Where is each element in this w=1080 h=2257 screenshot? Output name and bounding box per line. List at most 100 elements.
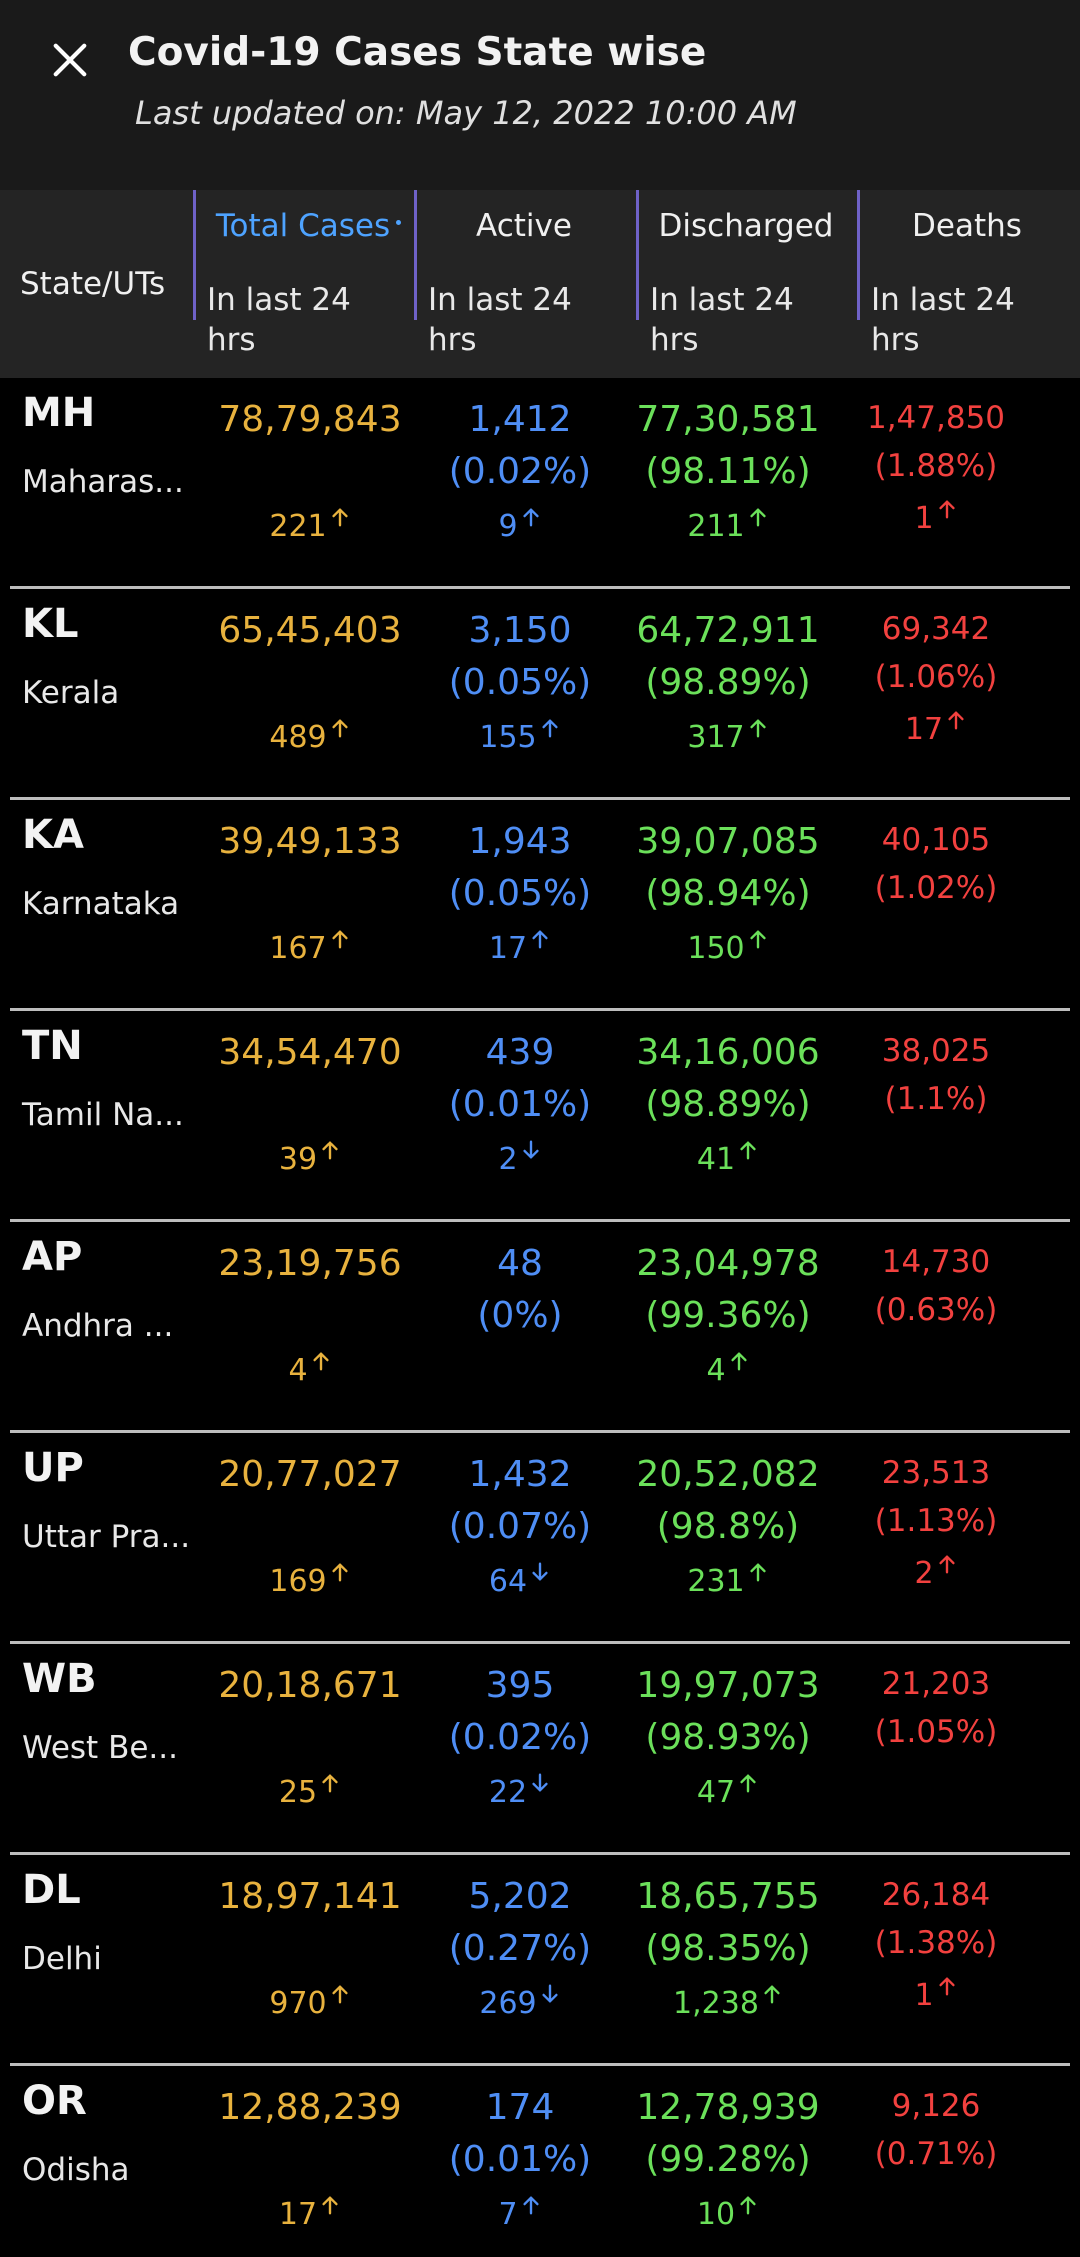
table-row[interactable]: TN Tamil Na... 34,54,470 39 439 (0.01%) …	[0, 1011, 1080, 1222]
deaths-cell: 1,47,850 (1.88%) 1	[826, 394, 1046, 536]
delta-value: 39	[278, 1142, 318, 1177]
column-sublabel: In last 24 hrs	[428, 282, 572, 358]
row-divider	[10, 586, 1070, 589]
close-button[interactable]	[38, 28, 102, 92]
column-header-discharged[interactable]: Discharged In last 24 hrs	[636, 190, 856, 358]
arrow-up-icon	[936, 1553, 958, 1575]
column-divider	[636, 190, 639, 320]
discharged-value: 20,52,082	[636, 1454, 820, 1495]
deaths-percent: (1.1%)	[884, 1081, 988, 1117]
column-label: Active	[476, 208, 572, 244]
total-cases-value: 18,97,141	[218, 1876, 402, 1917]
discharged-delta: 41	[618, 1139, 838, 1177]
discharged-delta: 211	[618, 506, 838, 544]
active-cell: 1,432 (0.07%) 64	[410, 1449, 630, 1599]
active-value: 395	[485, 1665, 555, 1706]
row-divider	[10, 2063, 1070, 2066]
discharged-delta: 1,238	[618, 1983, 838, 2021]
active-percent: (0.27%)	[448, 1928, 592, 1969]
app-bar: Covid-19 Cases State wise Last updated o…	[0, 0, 1080, 190]
column-header-active[interactable]: Active In last 24 hrs	[414, 190, 634, 358]
discharged-value: 39,07,085	[636, 821, 820, 862]
arrow-up-icon	[747, 1561, 769, 1583]
discharged-value: 19,97,073	[636, 1665, 820, 1706]
discharged-delta: 4	[618, 1350, 838, 1388]
discharged-delta: 317	[618, 717, 838, 755]
delta-value: 41	[696, 1142, 736, 1177]
column-header-deaths[interactable]: Deaths In last 24 hrs	[857, 190, 1077, 358]
column-label: Deaths	[912, 208, 1022, 244]
deaths-delta: 1	[826, 1975, 1046, 2013]
arrow-up-icon	[329, 928, 351, 950]
total-cases-value: 23,19,756	[218, 1243, 402, 1284]
row-divider	[10, 1641, 1070, 1644]
deaths-percent: (1.05%)	[874, 1714, 998, 1750]
discharged-value: 64,72,911	[636, 610, 820, 651]
delta-value: 317	[687, 720, 745, 755]
table-row[interactable]: AP Andhra ... 23,19,756 4 48 (0%) 23,04,…	[0, 1222, 1080, 1433]
state-column-header[interactable]: State/UTs	[20, 266, 166, 302]
delta-value: 1	[914, 501, 934, 536]
arrow-up-icon	[329, 506, 351, 528]
deaths-cell: 9,126 (0.71%)	[826, 2082, 1046, 2178]
arrow-up-icon	[319, 2194, 341, 2216]
active-percent: (0.05%)	[448, 662, 592, 703]
delta-value: 9	[498, 509, 518, 544]
deaths-delta: 2	[826, 1553, 1046, 1591]
discharged-value: 23,04,978	[636, 1243, 820, 1284]
table-row[interactable]: KA Karnataka 39,49,133 167 1,943 (0.05%)…	[0, 800, 1080, 1011]
table-row[interactable]: WB West Be... 20,18,671 25 395 (0.02%) 2…	[0, 1644, 1080, 1855]
discharged-percent: (99.36%)	[645, 1295, 811, 1336]
active-cell: 1,943 (0.05%) 17	[410, 816, 630, 966]
arrow-up-icon	[728, 1350, 750, 1372]
discharged-cell: 18,65,755 (98.35%) 1,238	[618, 1871, 838, 2021]
total-cases-delta: 4	[200, 1350, 420, 1388]
total-cases-delta: 489	[200, 717, 420, 755]
deaths-cell: 21,203 (1.05%)	[826, 1660, 1046, 1756]
deaths-value: 69,342	[881, 611, 991, 647]
discharged-delta: 10	[618, 2194, 838, 2232]
total-cases-value: 78,79,843	[218, 399, 402, 440]
discharged-percent: (98.35%)	[645, 1928, 811, 1969]
active-cell: 395 (0.02%) 22	[410, 1660, 630, 1810]
delta-value: 25	[278, 1775, 318, 1810]
delta-value: 269	[479, 1986, 537, 2021]
table-row[interactable]: OR Odisha 12,88,239 17 174 (0.01%) 7 12,…	[0, 2066, 1080, 2257]
active-cell: 3,150 (0.05%) 155	[410, 605, 630, 755]
arrow-up-icon	[761, 1983, 783, 2005]
active-value: 1,432	[468, 1454, 572, 1495]
column-header-total-cases[interactable]: Total Cases In last 24 hrs	[193, 190, 413, 358]
discharged-value: 77,30,581	[636, 399, 820, 440]
total-cases-cell: 20,77,027 169	[200, 1449, 420, 1599]
deaths-cell: 69,342 (1.06%) 17	[826, 605, 1046, 747]
discharged-cell: 20,52,082 (98.8%) 231	[618, 1449, 838, 1599]
discharged-cell: 19,97,073 (98.93%) 47	[618, 1660, 838, 1810]
column-divider	[193, 190, 196, 320]
column-sublabel: In last 24 hrs	[650, 282, 794, 358]
discharged-cell: 34,16,006 (98.89%) 41	[618, 1027, 838, 1177]
active-percent: (0.02%)	[448, 1717, 592, 1758]
active-delta: 22	[410, 1772, 630, 1810]
column-label: Total Cases	[215, 208, 391, 244]
table-row[interactable]: DL Delhi 18,97,141 970 5,202 (0.27%) 269…	[0, 1855, 1080, 2066]
state-code: MH	[22, 390, 96, 436]
deaths-delta: 17	[826, 709, 1046, 747]
active-delta: 17	[410, 928, 630, 966]
close-icon	[53, 43, 87, 77]
table-row[interactable]: UP Uttar Pra... 20,77,027 169 1,432 (0.0…	[0, 1433, 1080, 1644]
deaths-value: 1,47,850	[866, 400, 1006, 436]
table-row[interactable]: KL Kerala 65,45,403 489 3,150 (0.05%) 15…	[0, 589, 1080, 800]
arrow-up-icon	[945, 709, 967, 731]
active-cell: 5,202 (0.27%) 269	[410, 1871, 630, 2021]
delta-value: 231	[687, 1564, 745, 1599]
delta-value: 64	[488, 1564, 528, 1599]
active-value: 48	[497, 1243, 543, 1284]
total-cases-delta: 167	[200, 928, 420, 966]
state-code: KL	[22, 601, 79, 647]
table-row[interactable]: MH Maharas... 78,79,843 221 1,412 (0.02%…	[0, 378, 1080, 589]
discharged-cell: 64,72,911 (98.89%) 317	[618, 605, 838, 755]
total-cases-cell: 39,49,133 167	[200, 816, 420, 966]
delta-value: 1	[914, 1978, 934, 2013]
column-sublabel: In last 24 hrs	[871, 282, 1015, 358]
active-delta: 64	[410, 1561, 630, 1599]
